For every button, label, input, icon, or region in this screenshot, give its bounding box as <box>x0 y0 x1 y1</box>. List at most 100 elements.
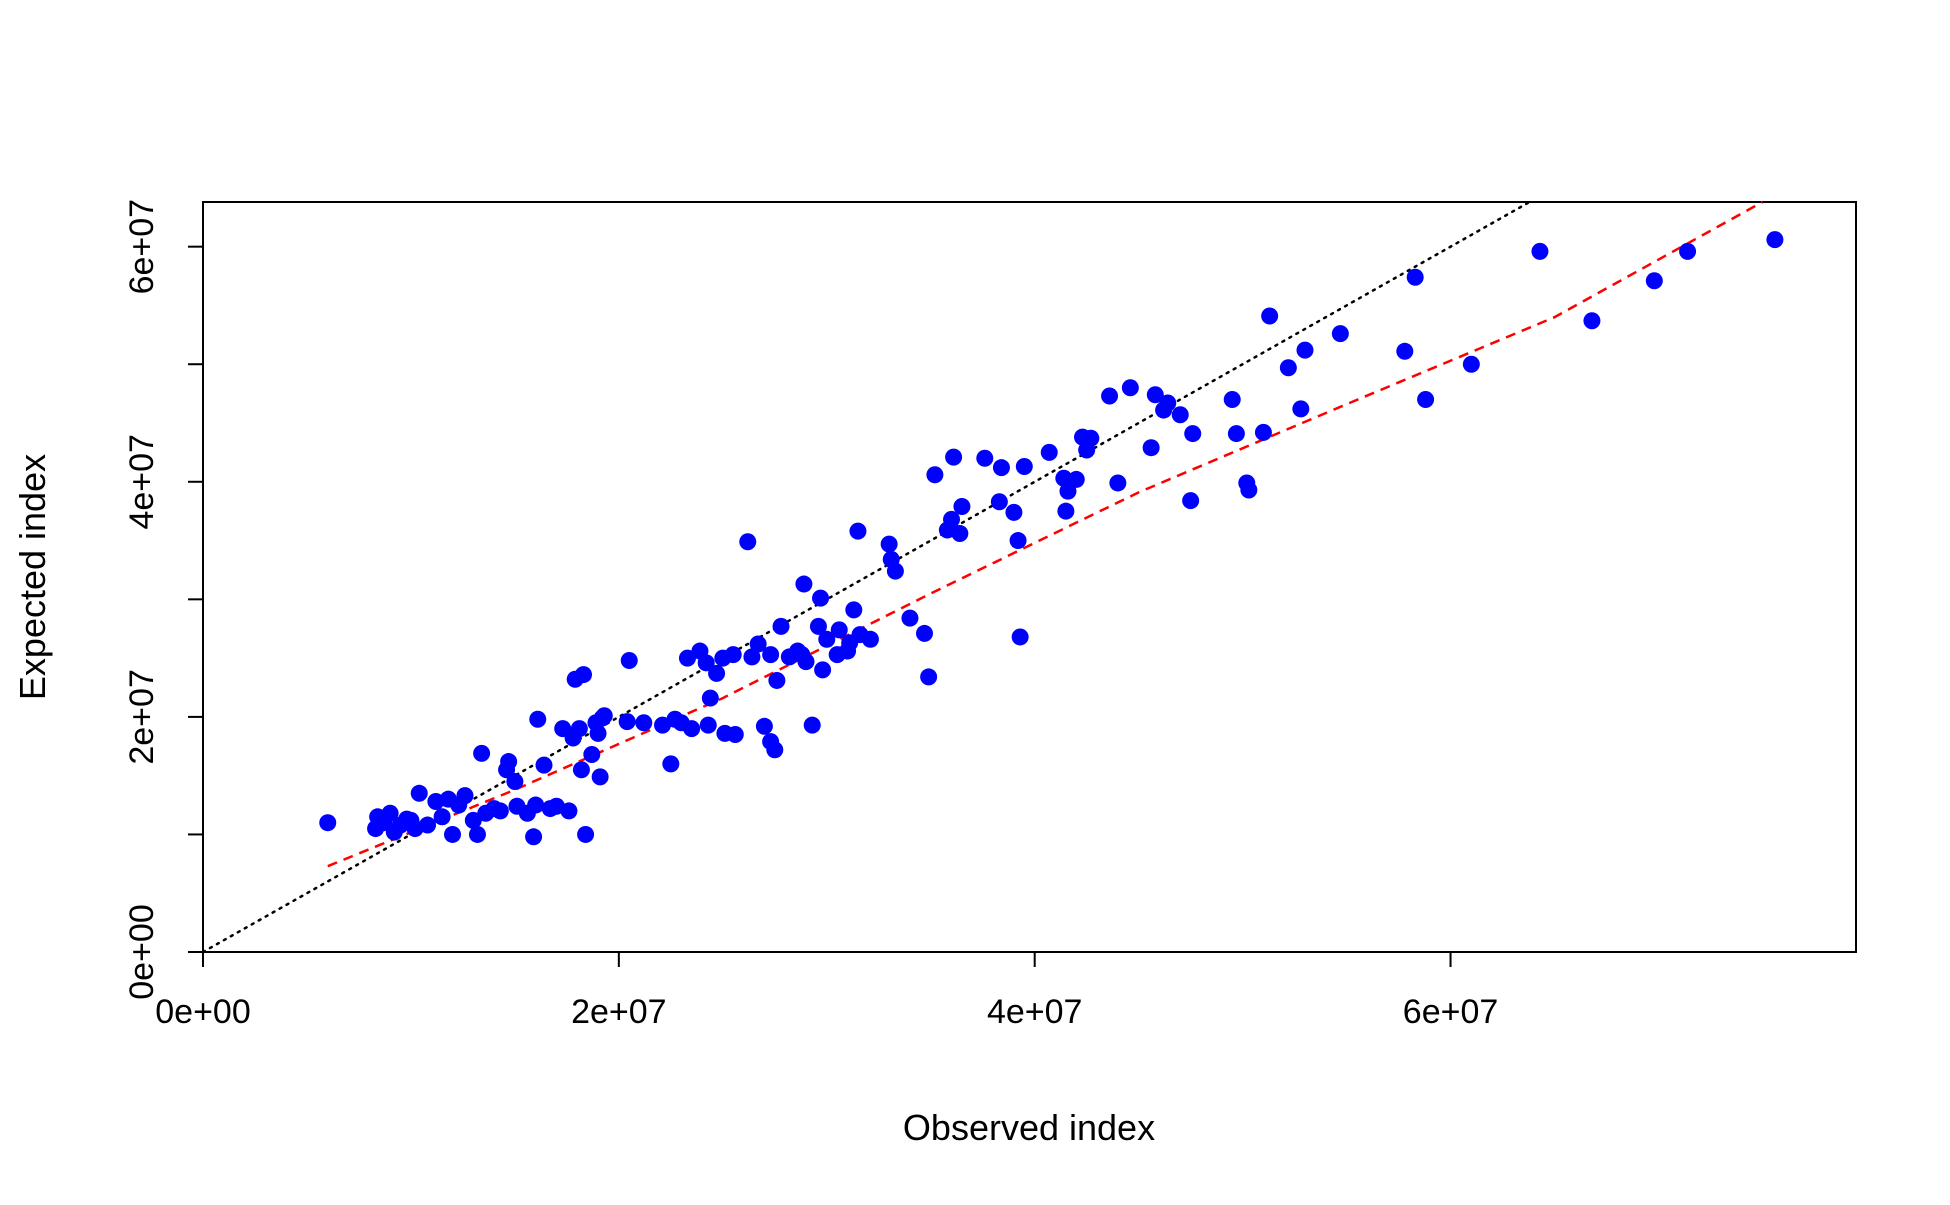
data-point <box>849 522 867 540</box>
data-point <box>1223 390 1241 408</box>
data-point <box>724 646 742 664</box>
data-point <box>818 630 836 648</box>
data-point <box>762 646 780 664</box>
data-point <box>381 804 399 822</box>
data-point <box>1279 359 1297 377</box>
data-point <box>535 756 553 774</box>
data-point <box>1109 474 1127 492</box>
data-point <box>1645 272 1663 290</box>
data-point <box>845 601 863 619</box>
data-point <box>901 609 919 627</box>
data-point <box>1417 390 1435 408</box>
y-tick-label: 6e+07 <box>123 199 161 294</box>
data-point <box>880 535 898 553</box>
data-point <box>1121 379 1139 397</box>
data-point <box>572 761 590 779</box>
x-tick-label: 6e+07 <box>1403 993 1499 1031</box>
data-point <box>529 710 547 728</box>
data-point <box>772 617 790 635</box>
data-point <box>444 825 462 843</box>
data-point <box>635 714 653 732</box>
data-point <box>591 768 609 786</box>
data-point <box>739 533 757 551</box>
y-tick-label: 0e+00 <box>123 904 161 1000</box>
data-point <box>768 671 786 689</box>
data-point <box>1005 503 1023 521</box>
data-point <box>1531 242 1549 260</box>
data-point <box>1254 423 1272 441</box>
data-point <box>1082 429 1100 447</box>
y-tick-label: 2e+07 <box>123 669 161 765</box>
data-point <box>726 726 744 744</box>
data-point <box>419 816 437 834</box>
data-point <box>1057 502 1075 520</box>
data-point <box>1331 325 1349 343</box>
data-point <box>618 713 636 731</box>
data-point <box>1059 482 1077 500</box>
chart-axes: 0e+00 2e+07 4e+07 6e+07 0e+00 2e+07 4e+07 6e+07 <box>123 199 1498 1031</box>
y-tick-label: 4e+07 <box>123 434 161 530</box>
data-point <box>491 802 509 820</box>
data-point <box>1101 387 1119 405</box>
data-point <box>1009 532 1027 550</box>
data-point <box>1227 425 1245 443</box>
data-point <box>795 575 813 593</box>
fit-line <box>327 200 1764 868</box>
data-point <box>464 811 482 829</box>
data-point <box>620 651 638 669</box>
data-point <box>433 808 451 826</box>
data-point <box>812 589 830 607</box>
data-point <box>915 624 933 642</box>
x-tick-label: 4e+07 <box>987 993 1083 1031</box>
data-point <box>976 449 994 467</box>
data-point <box>500 753 518 771</box>
data-point <box>577 825 595 843</box>
data-point <box>527 796 545 814</box>
data-point <box>595 707 613 725</box>
data-point <box>1184 425 1202 443</box>
data-point <box>410 784 428 802</box>
data-point <box>926 466 944 484</box>
data-point <box>525 828 543 846</box>
data-point <box>1055 469 1073 487</box>
data-point <box>1406 268 1424 286</box>
data-point <box>1679 242 1697 260</box>
data-point <box>683 720 701 738</box>
data-point <box>583 746 601 764</box>
data-point <box>1067 470 1085 488</box>
data-point <box>708 664 726 682</box>
data-point <box>1396 342 1414 360</box>
data-point <box>1240 481 1258 499</box>
data-point <box>570 720 588 738</box>
data-point <box>1583 312 1601 330</box>
data-point <box>886 562 904 580</box>
data-point <box>766 741 784 759</box>
x-axis-title: Observed index <box>903 1107 1155 1148</box>
identity-line <box>201 200 1531 954</box>
data-point <box>943 510 961 528</box>
data-point <box>1142 439 1160 457</box>
data-point <box>701 689 719 707</box>
data-point <box>1146 386 1164 404</box>
data-point <box>468 825 486 843</box>
data-point <box>990 493 1008 511</box>
data-point <box>809 617 827 635</box>
data-point <box>951 525 969 543</box>
data-point <box>697 654 715 672</box>
chart-marks <box>201 200 1784 954</box>
data-point <box>473 744 491 762</box>
data-point <box>1015 457 1033 475</box>
data-point <box>797 653 815 671</box>
data-point <box>575 666 593 684</box>
data-point <box>506 773 524 791</box>
data-point <box>1766 231 1784 249</box>
data-point <box>1171 406 1189 424</box>
data-point <box>743 648 761 666</box>
data-point <box>1011 628 1029 646</box>
data-point <box>699 716 717 734</box>
y-axis-title: Expected index <box>12 454 53 700</box>
data-point <box>678 649 696 667</box>
data-point <box>1296 341 1314 359</box>
